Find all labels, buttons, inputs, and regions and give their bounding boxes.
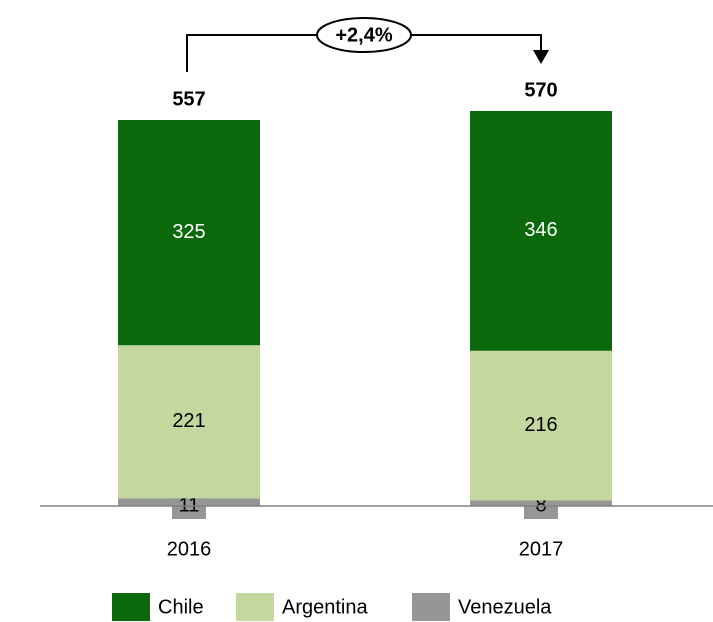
total-label: 557	[172, 88, 205, 110]
change-line	[186, 34, 318, 72]
x-tick-label: 2017	[519, 538, 564, 560]
bar-segment	[118, 120, 260, 346]
bar-segment	[470, 350, 612, 501]
value-label: 346	[524, 219, 557, 241]
change-line	[410, 34, 542, 52]
change-bubble	[316, 17, 412, 53]
legend-swatch	[412, 593, 450, 621]
legend-label: Argentina	[282, 596, 368, 618]
change-arrow	[533, 50, 549, 64]
legend-swatch	[112, 593, 150, 621]
value-label: 325	[172, 221, 205, 243]
legend-swatch	[236, 593, 274, 621]
legend-label: Venezuela	[458, 596, 552, 618]
total-label: 570	[524, 79, 557, 101]
change-label: +2,4%	[335, 24, 392, 46]
value-label: 221	[172, 410, 205, 432]
legend-label: Chile	[158, 596, 204, 618]
bar-segment	[118, 345, 260, 499]
value-label: 216	[524, 414, 557, 436]
x-tick-label: 2016	[167, 538, 212, 560]
bar-segment	[470, 111, 612, 351]
